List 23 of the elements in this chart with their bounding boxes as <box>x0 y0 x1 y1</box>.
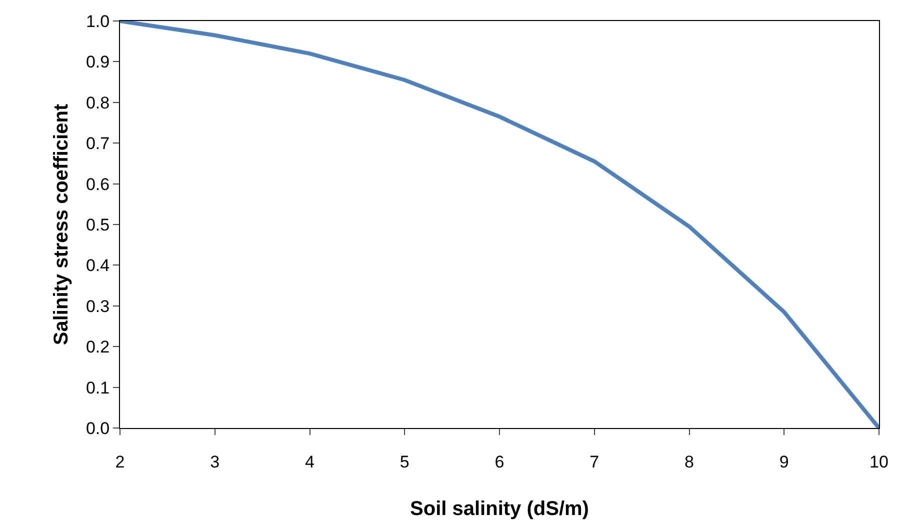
x-tick-label: 7 <box>590 452 600 472</box>
x-tick-label: 4 <box>305 452 314 472</box>
line-series <box>120 21 879 428</box>
y-tick-label: 0.6 <box>86 174 110 194</box>
y-tick-label: 0.7 <box>86 134 110 154</box>
x-tick-label: 2 <box>115 452 125 472</box>
x-tick-label: 10 <box>870 452 888 472</box>
y-axis-title: Salinity stress coefficient <box>50 104 72 346</box>
x-axis-title: Soil salinity (dS/m) <box>410 498 589 520</box>
y-tick-label: 0.5 <box>86 215 110 234</box>
y-tick-label: 0.3 <box>86 296 110 316</box>
y-tick-label: 1.0 <box>86 12 110 31</box>
y-tick-label: 0.9 <box>86 52 110 72</box>
y-tick-label: 0.8 <box>86 93 110 112</box>
x-tick-label: 9 <box>779 452 789 472</box>
y-tick-label: 0.0 <box>86 418 110 438</box>
y-tick-label: 0.4 <box>86 256 110 276</box>
x-tick-label: 5 <box>400 452 410 472</box>
y-tick-label: 0.2 <box>86 338 110 357</box>
y-tick-label: 0.1 <box>86 378 110 398</box>
x-tick-label: 6 <box>494 452 504 472</box>
x-tick-label: 3 <box>210 452 220 472</box>
x-tick-label: 8 <box>684 452 694 472</box>
